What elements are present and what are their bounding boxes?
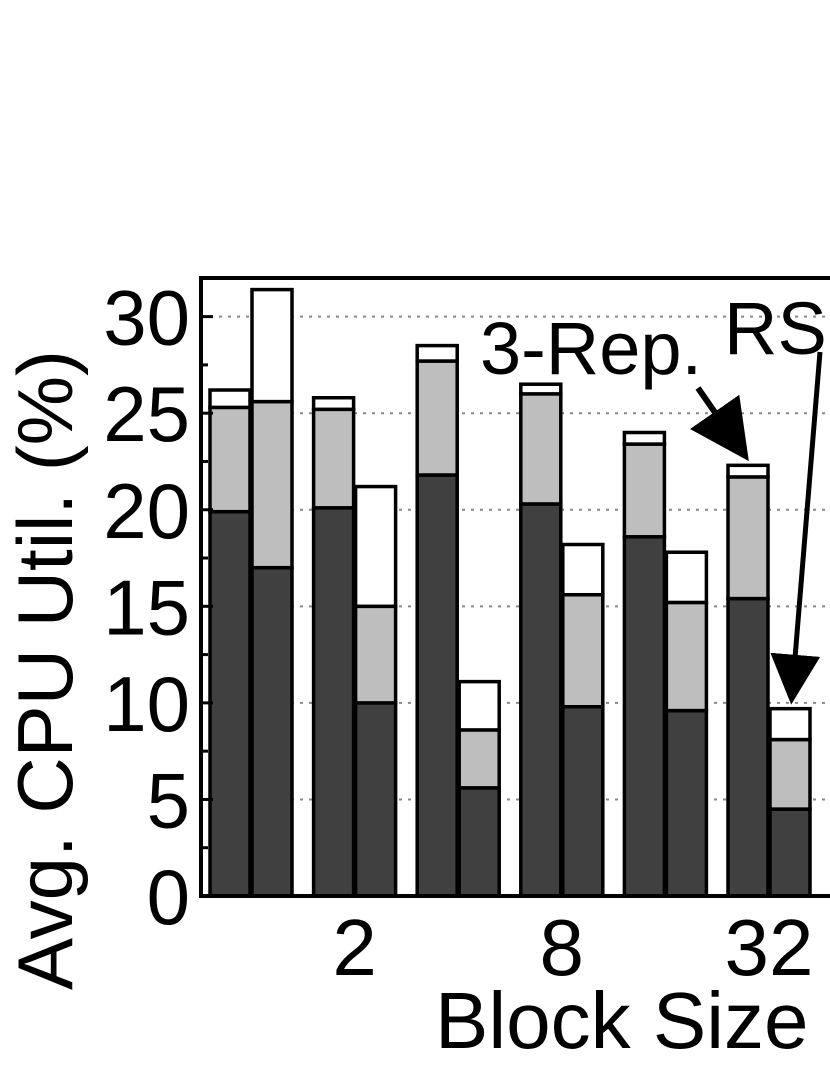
bar-segment-bottom bbox=[353, 701, 398, 898]
plot-frame bbox=[199, 276, 830, 898]
y-tick-label: 10 bbox=[103, 660, 190, 748]
bar-group bbox=[208, 287, 294, 898]
bar-segment-bottom bbox=[208, 509, 252, 898]
annotation-3-rep-label: 3-Rep. bbox=[480, 307, 702, 390]
y-tick-label: 15 bbox=[103, 563, 190, 651]
y-tick-label: 30 bbox=[103, 274, 190, 362]
bar-segment-top bbox=[457, 679, 501, 732]
bar-segment-bottom bbox=[415, 473, 459, 898]
bar-group bbox=[519, 382, 605, 898]
bar-segment-top bbox=[208, 388, 252, 410]
bar-segment-bottom bbox=[250, 565, 294, 898]
bar-segment-top bbox=[311, 395, 356, 412]
bar-segment-middle bbox=[726, 475, 770, 601]
x-tick-label: 2 bbox=[332, 903, 377, 992]
axes bbox=[199, 276, 830, 898]
bar-segment-top bbox=[353, 484, 398, 609]
bar-segment-middle bbox=[415, 359, 459, 477]
bar-group bbox=[726, 463, 812, 898]
bar-segment-bottom bbox=[622, 535, 667, 898]
x-tick-label: 32 bbox=[725, 903, 814, 992]
bar-group bbox=[622, 430, 709, 898]
x-tick-label: 8 bbox=[540, 903, 585, 992]
bar-segment-middle bbox=[353, 604, 398, 705]
bar-group bbox=[311, 395, 398, 898]
annotation-rs-label: RS bbox=[724, 287, 827, 370]
bar-segment-middle bbox=[622, 442, 667, 539]
bar-segment-middle bbox=[311, 407, 356, 510]
bar-segment-middle bbox=[561, 592, 605, 709]
bar-segment-bottom bbox=[561, 704, 605, 898]
bar-segment-middle bbox=[250, 399, 294, 570]
bar-segment-middle bbox=[457, 728, 501, 790]
bar-segment-top bbox=[726, 463, 770, 479]
annotations: 3-Rep. RS bbox=[480, 287, 827, 705]
annotation-rs-arrow bbox=[770, 351, 823, 705]
bar-segment-bottom bbox=[519, 502, 563, 898]
bar-segment-bottom bbox=[768, 807, 812, 898]
bar-segment-middle bbox=[768, 737, 812, 811]
bar-segment-middle bbox=[519, 392, 563, 506]
bar-segment-middle bbox=[208, 405, 252, 514]
y-tick-label: 25 bbox=[103, 370, 190, 458]
y-tick-label: 5 bbox=[147, 756, 190, 844]
bar-segment-top bbox=[622, 430, 667, 446]
y-axis-label: Avg. CPU Util. (%) bbox=[1, 350, 89, 990]
bar-segment-bottom bbox=[311, 506, 356, 898]
bar-segment-bottom bbox=[664, 708, 709, 898]
bar-group bbox=[415, 343, 501, 898]
bar-segment-middle bbox=[664, 600, 709, 713]
bar-segment-top bbox=[768, 706, 812, 742]
x-axis-label: Block Size bbox=[435, 976, 808, 1065]
bar-segment-top bbox=[664, 550, 709, 605]
bar-segment-bottom bbox=[726, 596, 770, 898]
bar-segment-top bbox=[561, 542, 605, 597]
y-tick-label: 20 bbox=[103, 467, 190, 555]
bar-segment-top bbox=[519, 382, 563, 396]
y-tick-label: 0 bbox=[147, 853, 190, 941]
bar-segment-top bbox=[415, 343, 459, 363]
bar-segment-top bbox=[250, 287, 294, 404]
bar-groups bbox=[208, 287, 812, 898]
annotation-3-rep-arrow bbox=[689, 386, 749, 462]
bar-segment-bottom bbox=[457, 786, 501, 898]
